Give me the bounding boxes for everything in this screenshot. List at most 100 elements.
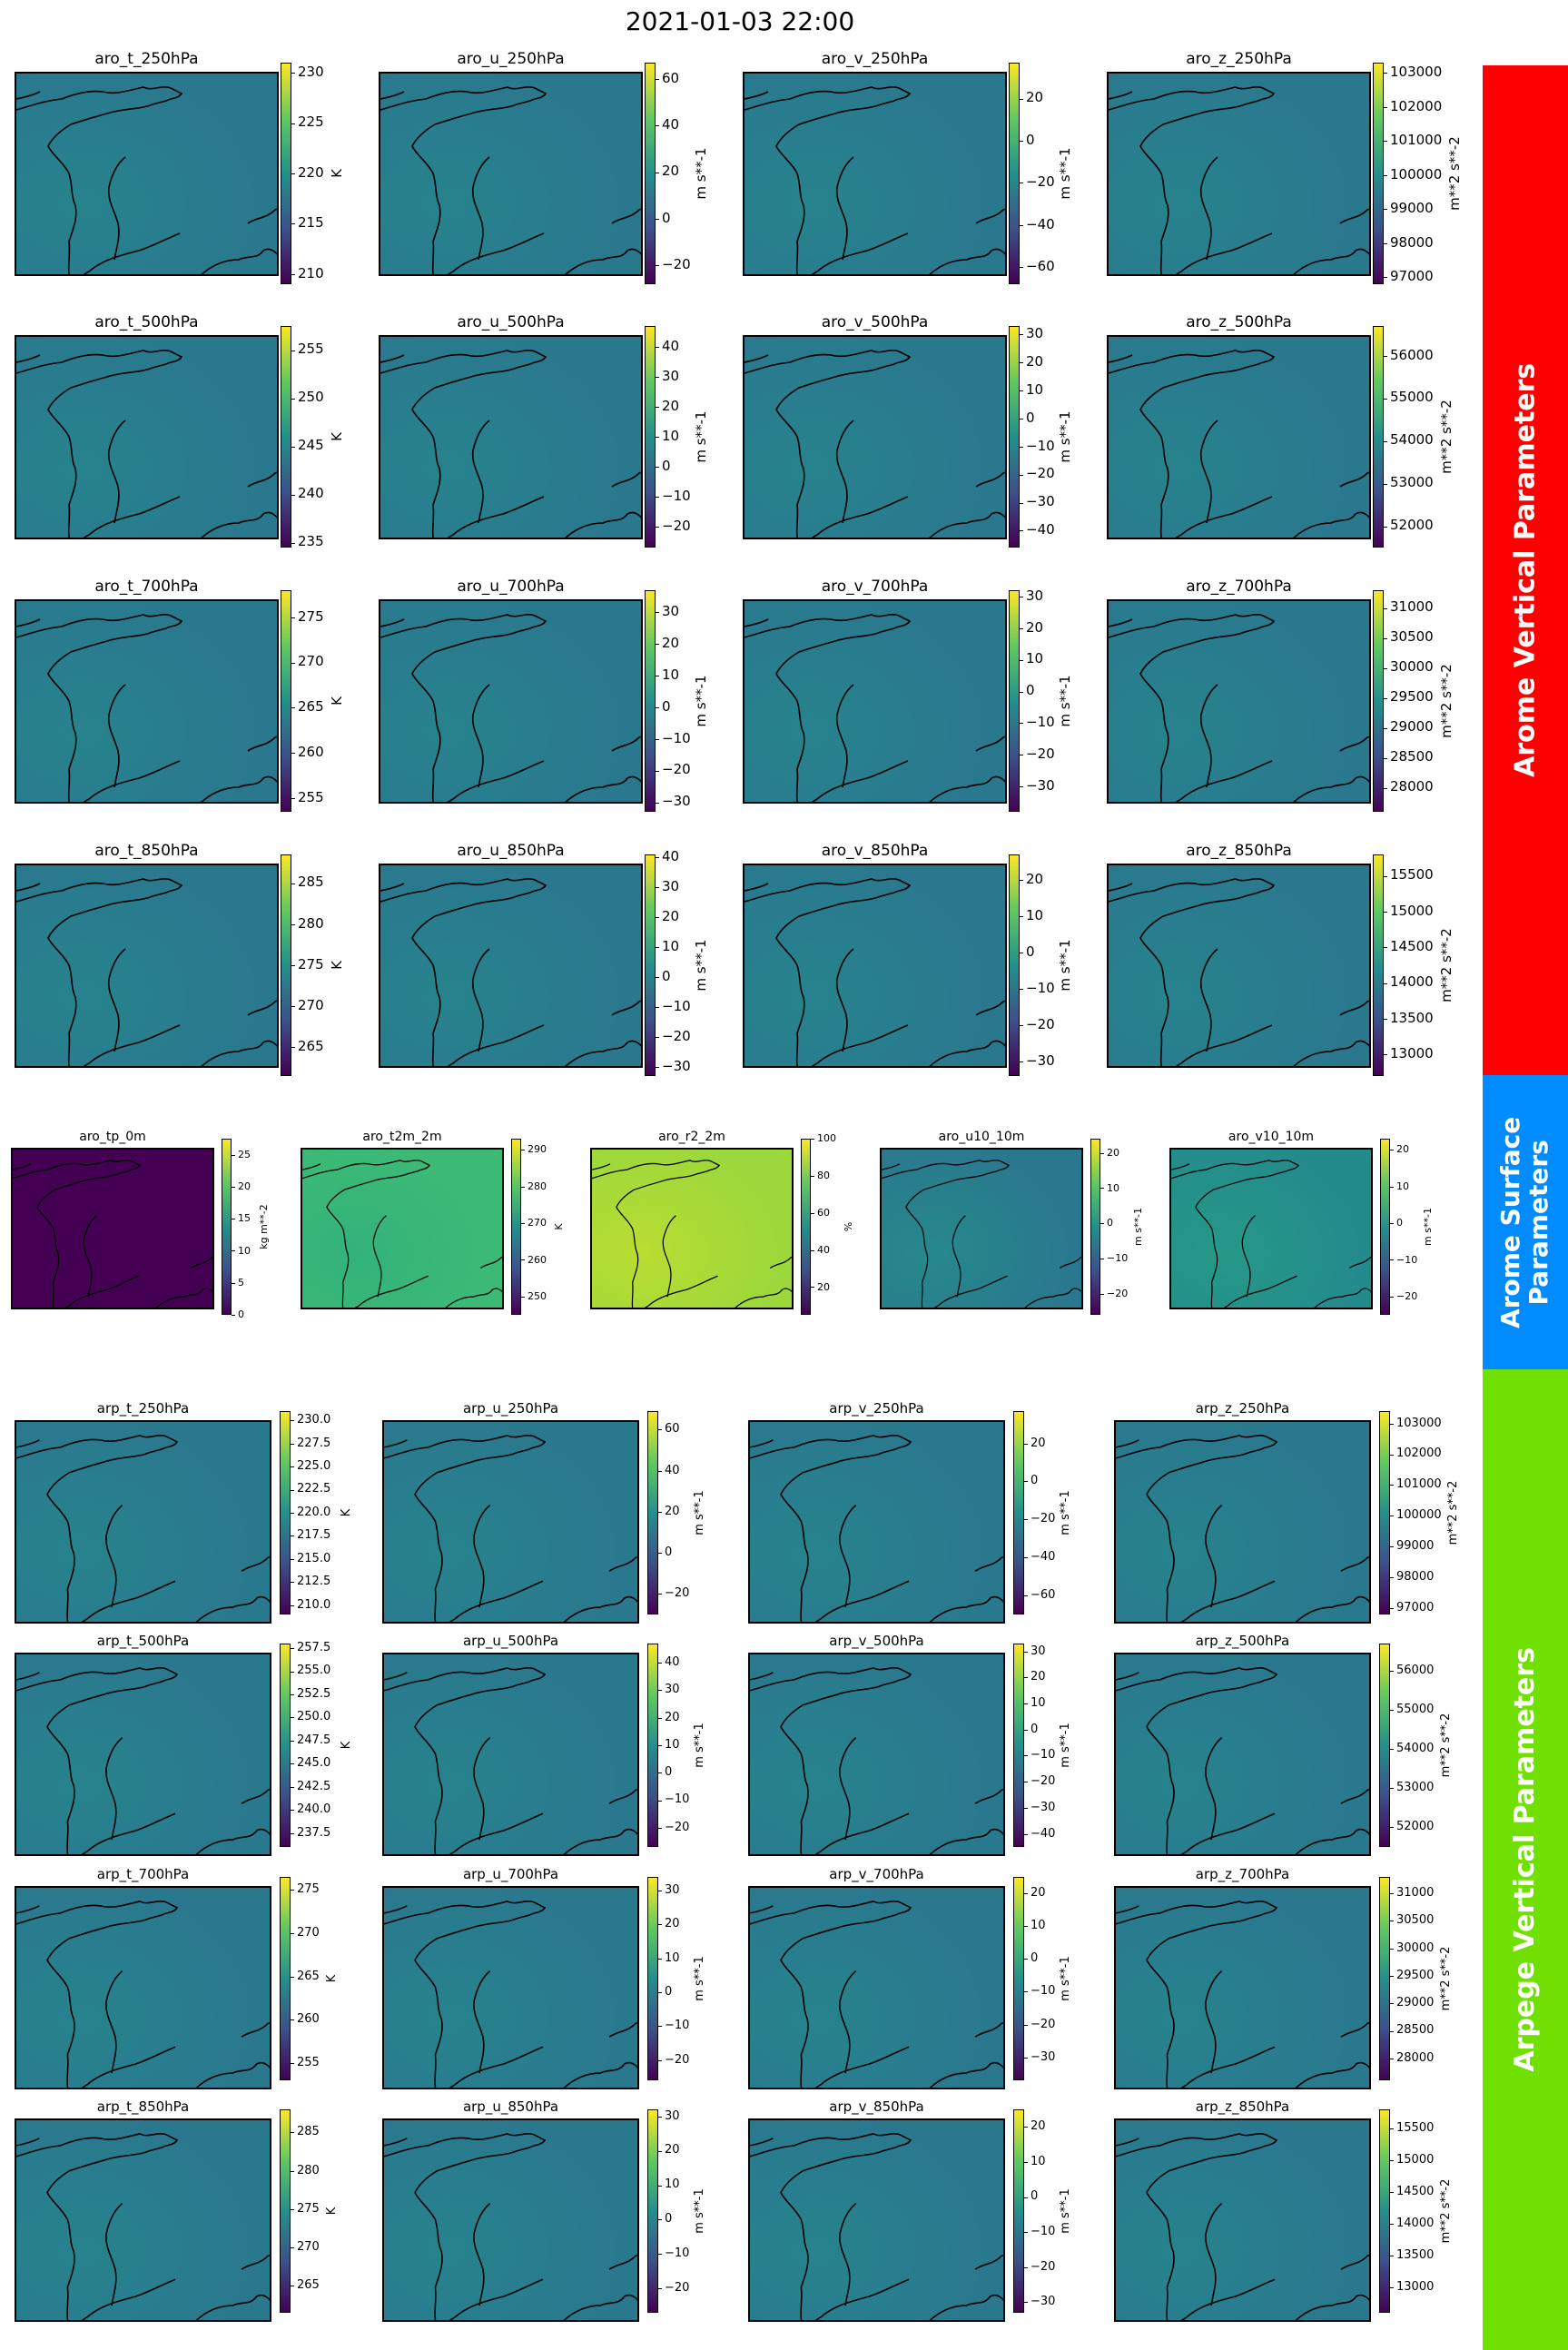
colorbar-tick-mark: [656, 887, 659, 889]
map-plot: [382, 1886, 639, 2089]
colorbar-tick-mark: [1390, 1577, 1394, 1579]
colorbar-tick-label: 30: [662, 877, 680, 894]
colorbar-tick-mark: [1390, 1893, 1394, 1895]
colorbar-tick-label: 0: [665, 1765, 673, 1780]
colorbar-tick-mark: [291, 1890, 294, 1891]
colorbar-tick-mark: [1024, 1443, 1028, 1445]
colorbar-tick-mark: [1024, 1893, 1028, 1895]
colorbar-tick-label: −30: [1031, 2049, 1056, 2064]
section-label-arpege-vertical: Arpege Vertical Parameters: [1509, 1647, 1542, 2072]
panel-aro_t_250hPa: aro_t_250hPa 210 215 220 225 230 K: [15, 51, 380, 299]
colorbar-tick-mark: [656, 770, 659, 772]
figure-title: 2021-01-03 22:00: [625, 6, 855, 36]
colorbar-tick-mark: [1384, 141, 1387, 143]
colorbar-tick-label: 20: [665, 2143, 680, 2157]
field-gradient: [750, 2120, 1003, 2320]
panel-title: aro_u_500hPa: [457, 313, 565, 331]
colorbar-tick-mark: [291, 2170, 294, 2172]
field-gradient: [384, 2120, 637, 2320]
colorbar-tick-mark: [1384, 526, 1387, 528]
panel-title: arp_v_700hPa: [829, 1866, 924, 1882]
colorbar-tick-mark: [658, 1991, 662, 1993]
panel-aro_v_500hPa: aro_v_500hPa −40 −30 −20 −10 0 10 20 30 m s**-1: [743, 314, 1109, 562]
colorbar-tick-mark: [291, 1671, 294, 1673]
coastline: [380, 350, 641, 538]
panel-arp_t_850hPa: arp_t_850hPa 265 270 275 280 285 K: [15, 2099, 380, 2327]
map-field: [1116, 1422, 1369, 1622]
panel-aro_u_850hPa: aro_u_850hPa −30 −20 −10 0 10 20 30 40 m s**-1: [379, 843, 745, 1091]
colorbar-tick-label: 0: [662, 967, 671, 984]
colorbar-tick-mark: [1020, 659, 1023, 661]
map-field: [745, 601, 1005, 802]
colorbar-tick-label: 40: [817, 1243, 830, 1256]
colorbar-tick-label: −30: [1026, 1052, 1055, 1069]
colorbar-tick-label: 250.0: [297, 1710, 331, 1724]
colorbar-tick-label: 30000: [1390, 658, 1434, 676]
colorbar-tick-mark: [291, 1558, 294, 1560]
colorbar: [1379, 1644, 1390, 1847]
colorbar-tick-mark: [291, 1443, 294, 1445]
colorbar-unit-label: m s**-1: [1422, 1208, 1435, 1246]
colorbar-tick-mark: [1020, 334, 1023, 336]
colorbar-tick-label: 210: [298, 264, 324, 281]
colorbar-tick-label: 215.0: [297, 1551, 331, 1565]
colorbar-tick-label: 280: [528, 1180, 547, 1192]
colorbar: [645, 63, 656, 284]
colorbar-tick-label: 15500: [1390, 866, 1434, 884]
map-plot: [379, 72, 643, 276]
colorbar-unit-label: m s**-1: [1056, 939, 1073, 992]
colorbar-tick-mark: [656, 219, 659, 221]
colorbar-tick-mark: [291, 1786, 294, 1788]
colorbar-tick-mark: [1020, 362, 1023, 364]
colorbar-tick-mark: [291, 1535, 294, 1537]
colorbar-tick-mark: [232, 1315, 235, 1316]
colorbar-tick-label: 270: [297, 1925, 320, 1940]
colorbar-tick-label: 30: [662, 603, 680, 620]
colorbar-tick-label: 20: [662, 397, 680, 414]
colorbar-tick-label: 80: [817, 1170, 830, 1182]
colorbar-tick-mark: [658, 1772, 662, 1774]
colorbar-unit-label: m**2 s**-2: [1437, 928, 1455, 1002]
coastline: [16, 2132, 270, 2320]
panel-title: aro_u_700hPa: [457, 578, 565, 596]
colorbar-tick-mark: [1020, 224, 1023, 226]
map-plot: [748, 2118, 1005, 2322]
panel-arp_v_250hPa: arp_v_250hPa −60 −40 −20 0 20 m s**-1: [748, 1401, 1113, 1629]
colorbar-tick-mark: [291, 707, 295, 709]
colorbar-tick-mark: [1390, 1222, 1394, 1224]
colorbar-tick-label: 15: [238, 1212, 251, 1225]
colorbar-tick-label: −10: [1031, 1748, 1056, 1762]
map-field: [592, 1150, 792, 1308]
colorbar-tick-label: 242.5: [297, 1779, 331, 1793]
colorbar-tick-mark: [1024, 1833, 1028, 1835]
coastline: [592, 1160, 792, 1308]
colorbar-tick-label: 260: [528, 1253, 547, 1266]
colorbar-unit-label: m s**-1: [1056, 675, 1073, 727]
panel-arp_t_500hPa: arp_t_500hPa 237.5 240.0 242.5 245.0 247.5 250…: [15, 1634, 380, 1861]
colorbar-tick-label: 245: [298, 437, 324, 454]
colorbar: [1009, 326, 1020, 548]
map-field: [16, 337, 277, 538]
colorbar-tick-label: 0: [1031, 2189, 1039, 2204]
map-field: [882, 1150, 1081, 1308]
colorbar-tick-label: −20: [1031, 2259, 1056, 2274]
colorbar-tick-label: 53000: [1396, 1781, 1435, 1795]
colorbar-tick-label: 97000: [1396, 1601, 1435, 1615]
colorbar-tick-label: 0: [662, 457, 671, 474]
colorbar-tick-mark: [656, 347, 659, 349]
colorbar-tick-label: −40: [1026, 521, 1055, 538]
colorbar-tick-mark: [1390, 1259, 1394, 1261]
colorbar-unit-label: m s**-1: [1059, 2188, 1073, 2234]
colorbar-tick-mark: [656, 1007, 659, 1009]
colorbar-tick-mark: [656, 377, 659, 379]
colorbar-tick-mark: [658, 1470, 662, 1472]
colorbar-unit-label: m s**-1: [692, 675, 709, 727]
map-field: [750, 2120, 1003, 2320]
panel-arp_v_500hPa: arp_v_500hPa −40 −30 −20 −10 0 10 20 30 m s**-1: [748, 1634, 1113, 1861]
map-plot: [590, 1148, 794, 1309]
map-plot: [1114, 2118, 1371, 2322]
colorbar-tick-mark: [1390, 1186, 1394, 1188]
panel-aro_v_700hPa: aro_v_700hPa −30 −20 −10 0 10 20 30 m s**-1: [743, 578, 1109, 826]
colorbar-tick-mark: [1384, 73, 1387, 74]
colorbar-tick-label: 30: [1026, 324, 1044, 341]
